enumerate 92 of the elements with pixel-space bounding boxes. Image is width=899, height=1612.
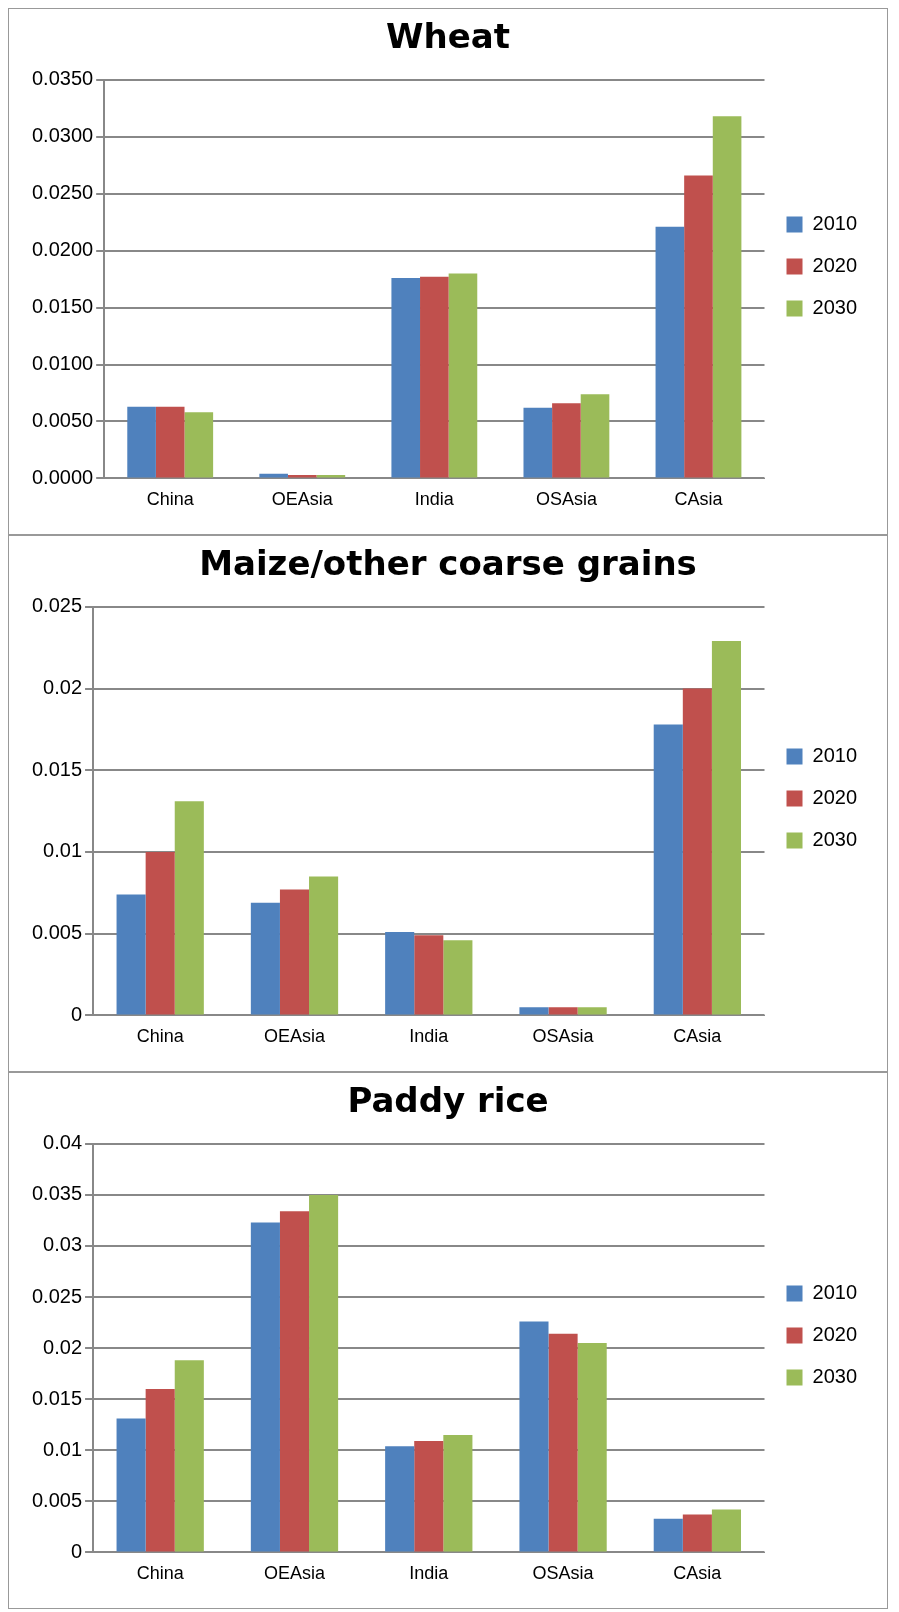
x-tick-label: OSAsia [535, 489, 598, 510]
bar [414, 935, 444, 1015]
bar [420, 276, 449, 478]
legend-label: 2020 [812, 1323, 858, 1346]
x-tick-label: China [136, 1563, 185, 1584]
x-tick-label: CAsia [674, 489, 724, 510]
y-tick-label: 0.0150 [32, 295, 94, 318]
bar [279, 889, 310, 1015]
bar [184, 412, 214, 478]
legend-label: 2010 [812, 212, 858, 235]
y-tick-label: 0.005 [31, 921, 83, 944]
bar [385, 932, 415, 1015]
bar [577, 1342, 607, 1552]
bar [523, 407, 553, 478]
bar [309, 1194, 339, 1552]
bar [519, 1007, 549, 1015]
bar [127, 406, 156, 478]
x-tick-label: India [409, 1563, 450, 1584]
bar [653, 724, 683, 1015]
bar [519, 1321, 549, 1552]
y-tick-label: 0.01 [43, 1437, 83, 1460]
bar [174, 801, 204, 1015]
y-tick-label: 0.03 [43, 1233, 83, 1256]
bar [443, 1434, 473, 1552]
y-tick-label: 0.035 [31, 1182, 83, 1205]
bar [711, 1509, 742, 1552]
x-tick-label: OSAsia [532, 1563, 595, 1584]
bar [414, 1441, 444, 1552]
x-tick-label: India [414, 489, 455, 510]
y-tick-label: 0.015 [31, 757, 83, 780]
x-tick-label: China [136, 1026, 185, 1047]
bar [250, 1222, 280, 1552]
bar [145, 851, 175, 1015]
bar [577, 1007, 607, 1015]
y-tick-label: 0.025 [31, 1284, 83, 1307]
y-tick-label: 0.005 [31, 1488, 83, 1511]
bar [391, 277, 421, 478]
legend-label: 2030 [812, 1365, 858, 1388]
y-tick-label: 0.0000 [32, 465, 94, 488]
bar [174, 1360, 204, 1552]
bar [116, 894, 146, 1015]
bar [250, 902, 280, 1015]
x-tick-label: OSAsia [532, 1026, 595, 1047]
bar [279, 1211, 310, 1552]
y-tick-label: 0.0100 [32, 352, 94, 375]
x-tick-label: China [146, 489, 195, 510]
chart-title: Wheat [386, 16, 510, 57]
legend-label: 2010 [812, 1281, 858, 1304]
legend-label: 2020 [812, 254, 858, 277]
x-tick-label: India [409, 1026, 450, 1047]
bar [682, 1514, 712, 1552]
bar [548, 1007, 578, 1015]
bar [145, 1388, 175, 1552]
x-tick-label: OEAsia [263, 1563, 326, 1584]
legend-label: 2020 [812, 786, 858, 809]
chart-title: Paddy rice [347, 1080, 549, 1121]
y-tick-label: 0.025 [31, 594, 83, 617]
x-tick-label: CAsia [673, 1563, 723, 1584]
bar [684, 175, 713, 478]
y-tick-label: 0.04 [43, 1131, 83, 1154]
bar [155, 406, 185, 478]
y-tick-label: 0.015 [31, 1386, 83, 1409]
bar [712, 116, 742, 478]
y-tick-label: 0 [70, 1002, 83, 1025]
x-tick-label: CAsia [673, 1026, 723, 1047]
y-tick-label: 0.0050 [32, 408, 94, 431]
bar [580, 394, 610, 478]
bar [552, 403, 581, 478]
bar [116, 1418, 146, 1552]
bar [711, 641, 742, 1015]
legend-label: 2030 [812, 828, 858, 851]
bar [443, 940, 473, 1015]
chart-title: Maize/other coarse grains [199, 543, 697, 584]
bar [548, 1333, 578, 1552]
legend-label: 2010 [812, 744, 858, 767]
x-tick-label: OEAsia [263, 1026, 326, 1047]
bar [682, 688, 712, 1015]
bar [385, 1446, 415, 1552]
bar [655, 226, 685, 478]
bar [448, 273, 478, 478]
y-tick-label: 0.0250 [32, 181, 94, 204]
y-tick-label: 0.0300 [32, 124, 94, 147]
bar [653, 1518, 683, 1552]
y-tick-label: 0.02 [43, 1335, 83, 1358]
legend-label: 2030 [812, 296, 858, 319]
y-tick-label: 0.02 [43, 676, 83, 699]
y-tick-label: 0.0350 [32, 67, 94, 90]
y-tick-label: 0.0200 [32, 238, 94, 261]
x-tick-label: OEAsia [271, 489, 334, 510]
bar [309, 876, 339, 1015]
y-tick-label: 0 [70, 1539, 83, 1562]
y-tick-label: 0.01 [43, 839, 83, 862]
